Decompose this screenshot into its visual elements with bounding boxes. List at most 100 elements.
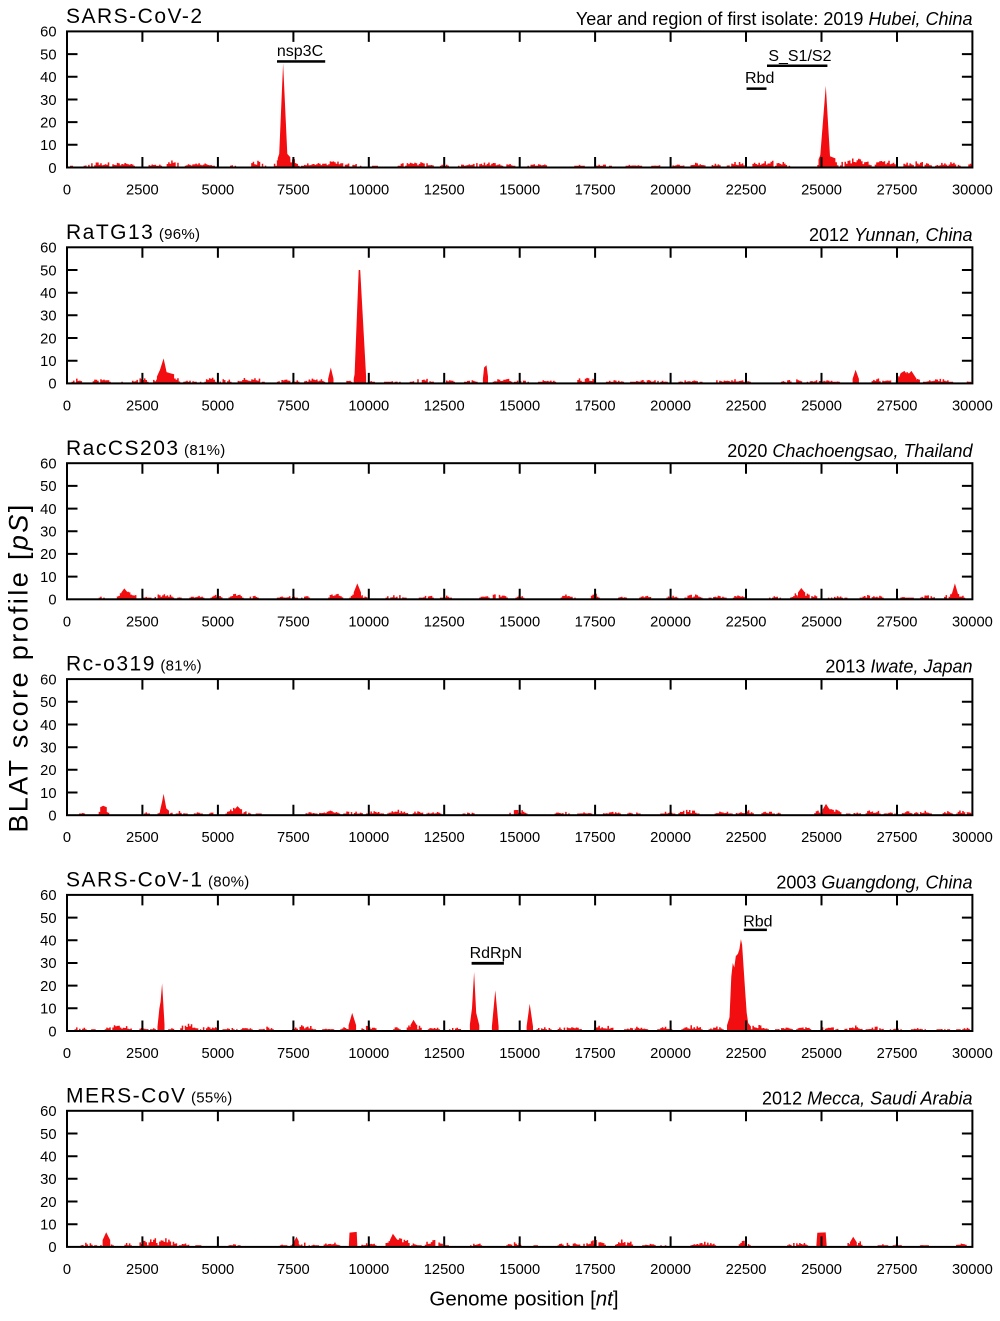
svg-text:10: 10 (40, 354, 56, 370)
svg-text:30: 30 (40, 309, 56, 325)
svg-text:5000: 5000 (202, 398, 235, 414)
svg-text:2012 Mecca, Saudi Arabia: 2012 Mecca, Saudi Arabia (762, 1088, 972, 1108)
svg-text:BLAT score profile [pS]: BLAT score profile [pS] (4, 502, 34, 832)
svg-text:40: 40 (40, 718, 56, 734)
svg-text:2500: 2500 (126, 1046, 159, 1062)
svg-text:25000: 25000 (801, 830, 842, 846)
svg-text:0: 0 (63, 183, 71, 199)
svg-text:40: 40 (40, 934, 56, 950)
svg-text:12500: 12500 (424, 1046, 465, 1062)
svg-text:25000: 25000 (801, 183, 842, 199)
svg-text:0: 0 (63, 830, 71, 846)
svg-text:10000: 10000 (348, 183, 389, 199)
svg-text:20000: 20000 (650, 830, 691, 846)
svg-text:2003 Guangdong, China: 2003 Guangdong, China (776, 873, 972, 893)
svg-text:20000: 20000 (650, 398, 691, 414)
svg-text:0: 0 (48, 593, 56, 609)
svg-text:10: 10 (40, 570, 56, 586)
svg-text:Year and region of first isola: Year and region of first isolate: 2019 H… (576, 9, 973, 29)
svg-text:30000: 30000 (952, 1046, 993, 1062)
svg-text:10000: 10000 (348, 398, 389, 414)
svg-text:5000: 5000 (202, 614, 235, 630)
svg-text:7500: 7500 (277, 1262, 310, 1278)
svg-text:nsp3C: nsp3C (277, 43, 323, 60)
svg-text:15000: 15000 (499, 1262, 540, 1278)
svg-text:22500: 22500 (726, 614, 767, 630)
svg-text:25000: 25000 (801, 614, 842, 630)
svg-text:0: 0 (48, 809, 56, 825)
svg-text:12500: 12500 (424, 614, 465, 630)
svg-text:27500: 27500 (877, 830, 918, 846)
svg-text:SARS-CoV-1 (80%): SARS-CoV-1 (80%) (66, 869, 250, 892)
svg-text:0: 0 (63, 398, 71, 414)
svg-text:20: 20 (40, 547, 56, 563)
svg-text:MERS-CoV (55%): MERS-CoV (55%) (66, 1084, 233, 1107)
svg-text:10000: 10000 (348, 614, 389, 630)
svg-text:20000: 20000 (650, 1262, 691, 1278)
svg-text:30000: 30000 (952, 1262, 993, 1278)
svg-text:12500: 12500 (424, 1262, 465, 1278)
svg-text:2500: 2500 (126, 830, 159, 846)
svg-text:5000: 5000 (202, 1262, 235, 1278)
svg-text:RacCS203 (81%): RacCS203 (81%) (66, 437, 226, 460)
svg-text:15000: 15000 (499, 1046, 540, 1062)
svg-text:50: 50 (40, 263, 56, 279)
svg-text:5000: 5000 (202, 1046, 235, 1062)
svg-text:12500: 12500 (424, 830, 465, 846)
svg-text:27500: 27500 (877, 183, 918, 199)
svg-text:15000: 15000 (499, 183, 540, 199)
svg-text:60: 60 (40, 457, 56, 473)
svg-text:25000: 25000 (801, 1046, 842, 1062)
svg-text:10000: 10000 (348, 830, 389, 846)
svg-text:50: 50 (40, 911, 56, 927)
svg-text:7500: 7500 (277, 183, 310, 199)
svg-text:30000: 30000 (952, 614, 993, 630)
svg-text:27500: 27500 (877, 398, 918, 414)
svg-text:15000: 15000 (499, 398, 540, 414)
svg-text:0: 0 (48, 1240, 56, 1256)
svg-text:27500: 27500 (877, 1046, 918, 1062)
svg-text:20: 20 (40, 763, 56, 779)
svg-text:40: 40 (40, 286, 56, 302)
svg-text:17500: 17500 (575, 183, 616, 199)
svg-text:Genome position [nt]: Genome position [nt] (429, 1288, 618, 1311)
svg-text:10: 10 (40, 1002, 56, 1018)
svg-text:2500: 2500 (126, 398, 159, 414)
svg-text:10000: 10000 (348, 1046, 389, 1062)
svg-text:60: 60 (40, 672, 56, 688)
svg-text:50: 50 (40, 47, 56, 63)
svg-text:2500: 2500 (126, 1262, 159, 1278)
svg-text:30: 30 (40, 525, 56, 541)
svg-text:10: 10 (40, 1218, 56, 1234)
svg-text:22500: 22500 (726, 398, 767, 414)
svg-text:0: 0 (48, 1024, 56, 1040)
svg-text:15000: 15000 (499, 614, 540, 630)
svg-text:0: 0 (48, 161, 56, 177)
svg-text:15000: 15000 (499, 830, 540, 846)
svg-text:20000: 20000 (650, 1046, 691, 1062)
svg-text:50: 50 (40, 479, 56, 495)
svg-text:0: 0 (48, 377, 56, 393)
svg-text:RdRpN: RdRpN (470, 945, 522, 962)
svg-text:7500: 7500 (277, 1046, 310, 1062)
svg-text:12500: 12500 (424, 398, 465, 414)
svg-text:10000: 10000 (348, 1262, 389, 1278)
svg-text:20: 20 (40, 1195, 56, 1211)
svg-text:0: 0 (63, 1262, 71, 1278)
svg-text:30000: 30000 (952, 183, 993, 199)
svg-text:S_S1/S2: S_S1/S2 (768, 48, 831, 65)
svg-text:25000: 25000 (801, 1262, 842, 1278)
svg-text:30: 30 (40, 741, 56, 757)
svg-text:20: 20 (40, 331, 56, 347)
svg-text:20: 20 (40, 979, 56, 995)
svg-text:20000: 20000 (650, 614, 691, 630)
svg-text:20000: 20000 (650, 183, 691, 199)
svg-text:40: 40 (40, 70, 56, 86)
svg-text:50: 50 (40, 1127, 56, 1143)
svg-text:Rc-o319 (81%): Rc-o319 (81%) (66, 653, 202, 676)
svg-text:60: 60 (40, 241, 56, 257)
svg-text:30000: 30000 (952, 398, 993, 414)
svg-text:20: 20 (40, 115, 56, 131)
svg-text:60: 60 (40, 888, 56, 904)
svg-text:Rbd: Rbd (743, 914, 772, 931)
